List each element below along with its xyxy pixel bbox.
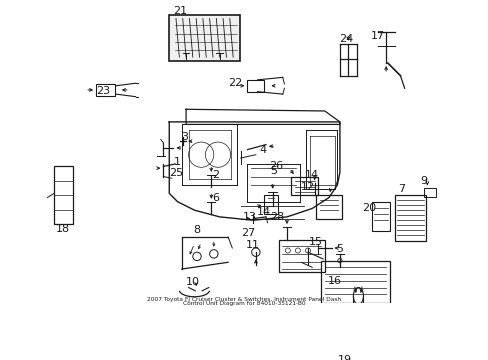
- Text: 10: 10: [185, 276, 200, 287]
- Bar: [320, 261, 389, 303]
- Text: 26: 26: [268, 161, 283, 171]
- Text: 17: 17: [370, 31, 384, 41]
- Text: 9: 9: [420, 176, 427, 186]
- Bar: [96, 84, 114, 96]
- Text: 20: 20: [362, 203, 376, 213]
- Text: 3: 3: [181, 132, 187, 142]
- Text: 18: 18: [55, 224, 69, 234]
- Text: 24: 24: [338, 34, 352, 44]
- Text: 2007 Toyota FJ Cruiser Cluster & Switches, Instrument Panel Dash: 2007 Toyota FJ Cruiser Cluster & Switche…: [147, 297, 341, 302]
- Text: 12: 12: [300, 183, 314, 193]
- Text: 16: 16: [327, 276, 341, 286]
- Text: 14: 14: [256, 207, 270, 217]
- Text: 21: 21: [173, 6, 187, 16]
- Text: 28: 28: [269, 212, 284, 222]
- Text: 8: 8: [193, 225, 200, 234]
- Bar: [371, 202, 389, 231]
- Text: 27: 27: [241, 228, 255, 238]
- Text: 2: 2: [211, 170, 219, 180]
- Text: 25: 25: [168, 168, 183, 178]
- Bar: [247, 80, 264, 92]
- Text: 22: 22: [228, 78, 243, 88]
- Text: 6: 6: [212, 193, 219, 203]
- Text: Control Unit Diagram for 84010-35121-B0: Control Unit Diagram for 84010-35121-B0: [183, 301, 305, 306]
- Bar: [423, 188, 435, 197]
- Text: 13: 13: [243, 212, 256, 222]
- Text: 23: 23: [96, 86, 110, 96]
- Text: 5: 5: [336, 244, 343, 254]
- Text: 11: 11: [246, 240, 260, 251]
- Bar: [169, 15, 240, 61]
- Text: 14: 14: [305, 170, 319, 180]
- Bar: [54, 166, 72, 224]
- Bar: [316, 195, 341, 219]
- Bar: [290, 176, 317, 195]
- Bar: [395, 195, 425, 241]
- Text: 4: 4: [259, 145, 265, 156]
- Text: 15: 15: [308, 237, 322, 247]
- Text: 19: 19: [337, 355, 351, 360]
- Text: 5: 5: [269, 166, 276, 176]
- Text: 7: 7: [397, 184, 404, 194]
- Bar: [278, 240, 324, 271]
- Text: 1: 1: [174, 157, 181, 167]
- Bar: [264, 195, 277, 213]
